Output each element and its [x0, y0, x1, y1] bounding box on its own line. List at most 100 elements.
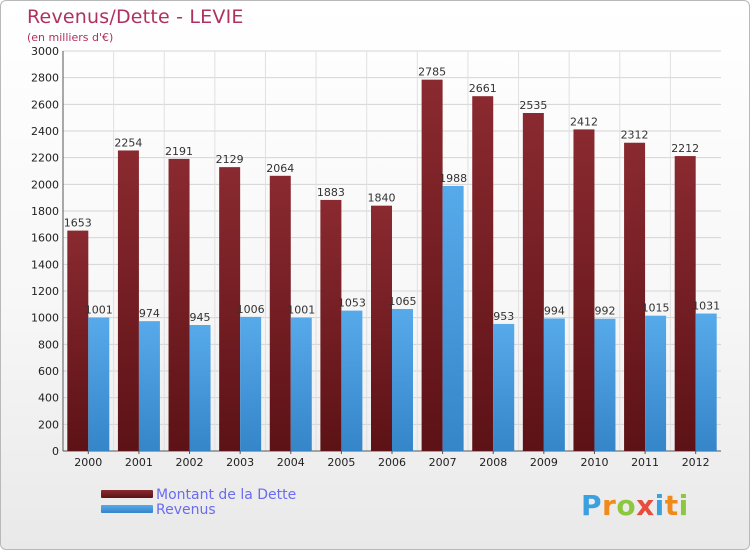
bars: [67, 79, 717, 452]
bar-debt: [320, 199, 342, 451]
data-label-debt: 1653: [64, 217, 92, 230]
axes: 0 200 400 600 800 1000 1200 1400 1600 1800 2000 220…: [31, 45, 721, 469]
logo-letter: P: [581, 489, 603, 522]
chart-subtitle: (en milliers d'€): [27, 31, 114, 44]
data-label-revenue: 992: [594, 305, 615, 318]
data-label-debt: 2129: [216, 153, 244, 166]
data-label-revenue: 945: [190, 311, 211, 324]
bar-debt: [421, 79, 443, 452]
y-tick-label: 2800: [31, 72, 59, 85]
x-tick-label: 2004: [277, 456, 305, 469]
logo-letter: i: [654, 489, 665, 522]
y-tick-label: 2600: [31, 98, 59, 111]
data-label-revenue: 953: [493, 310, 514, 323]
y-tick-label: 1600: [31, 232, 59, 245]
data-label-debt: 2191: [165, 145, 193, 158]
data-label-debt: 1883: [317, 186, 345, 199]
bar-debt: [674, 156, 696, 452]
y-tick-label: 2000: [31, 178, 59, 191]
bar-revenue: [645, 315, 667, 451]
x-tick-label: 2012: [682, 456, 710, 469]
logo-letter: i: [678, 489, 689, 522]
bar-debt: [624, 142, 646, 451]
y-tick-label: 0: [52, 445, 59, 458]
logo-letter: t: [664, 489, 679, 522]
data-label-debt: 2064: [266, 162, 294, 175]
data-label-debt: 2661: [469, 82, 497, 95]
data-label-revenue: 1065: [389, 295, 417, 308]
x-tick-label: 2005: [327, 456, 355, 469]
bar-debt: [522, 113, 544, 451]
chart-title: Revenus/Dette - LEVIE: [27, 6, 244, 28]
data-label-revenue: 1988: [439, 172, 467, 185]
bar-debt: [371, 205, 392, 451]
y-tick-label: 200: [38, 418, 59, 431]
proxiti-logo: Proxiti: [581, 489, 689, 522]
bar-debt: [573, 129, 595, 451]
x-tick-label: 2002: [176, 456, 204, 469]
y-tick-label: 1800: [31, 205, 59, 218]
y-tick-label: 2200: [31, 152, 59, 165]
legend-label-revenue: Revenus: [156, 502, 216, 518]
x-tick-label: 2006: [378, 456, 406, 469]
data-label-revenue: 1006: [237, 303, 265, 316]
bar-revenue: [392, 309, 413, 451]
data-label-revenue: 974: [139, 307, 160, 320]
y-tick-label: 1000: [31, 312, 59, 325]
bar-revenue: [189, 325, 211, 451]
bar-revenue: [442, 185, 464, 451]
bar-revenue: [594, 318, 616, 451]
x-tick-label: 2008: [479, 456, 507, 469]
data-label-debt: 2535: [519, 99, 547, 112]
logo-letter: x: [636, 489, 655, 522]
data-label-revenue: 1031: [692, 300, 720, 313]
data-labels: 1653 1001 2254 974 2191 945 2129 1006 2064 1001 18…: [64, 66, 720, 324]
x-tick-label: 2000: [74, 456, 102, 469]
bar-debt: [472, 96, 494, 451]
legend-swatch-revenue: [101, 505, 153, 513]
y-tick-label: 400: [38, 392, 59, 405]
y-tick-label: 1400: [31, 258, 59, 271]
legend-label-debt: Montant de la Dette: [156, 487, 297, 503]
bar-revenue: [695, 313, 717, 451]
y-tick-label: 2400: [31, 125, 59, 138]
data-label-revenue: 1001: [85, 304, 113, 317]
bar-revenue: [493, 323, 515, 451]
data-label-debt: 2785: [418, 66, 446, 79]
data-label-revenue: 1053: [338, 297, 366, 310]
x-tick-label: 2007: [429, 456, 457, 469]
bar-debt: [219, 167, 241, 451]
y-tick-label: 1200: [31, 285, 59, 298]
y-tick-label: 3000: [31, 45, 59, 58]
x-tick-label: 2003: [226, 456, 254, 469]
bar-revenue: [543, 318, 565, 451]
data-label-revenue: 994: [544, 304, 565, 317]
bar-debt: [67, 230, 89, 451]
bar-revenue: [341, 310, 363, 451]
logo-letter: o: [616, 489, 637, 522]
bar-debt: [117, 150, 139, 451]
data-label-revenue: 1001: [287, 304, 315, 317]
data-label-debt: 2254: [114, 136, 142, 149]
x-tick-label: 2010: [580, 456, 608, 469]
y-tick-label: 800: [38, 338, 59, 351]
bar-debt: [168, 158, 190, 451]
bar-revenue: [290, 317, 312, 451]
data-label-debt: 2412: [570, 115, 598, 128]
y-tick-label: 600: [38, 365, 59, 378]
legend-swatch-debt: [101, 490, 153, 498]
x-tick-label: 2011: [631, 456, 659, 469]
bar-revenue: [138, 321, 160, 451]
data-label-debt: 2312: [621, 129, 649, 142]
bar-revenue: [240, 316, 262, 451]
x-tick-label: 2009: [530, 456, 558, 469]
bar-debt: [269, 175, 291, 452]
data-label-debt: 1840: [368, 192, 396, 205]
data-label-revenue: 1015: [642, 302, 670, 315]
x-tick-label: 2001: [125, 456, 153, 469]
logo-letter: r: [602, 489, 617, 522]
data-label-debt: 2212: [671, 142, 699, 155]
bar-revenue: [88, 317, 110, 451]
